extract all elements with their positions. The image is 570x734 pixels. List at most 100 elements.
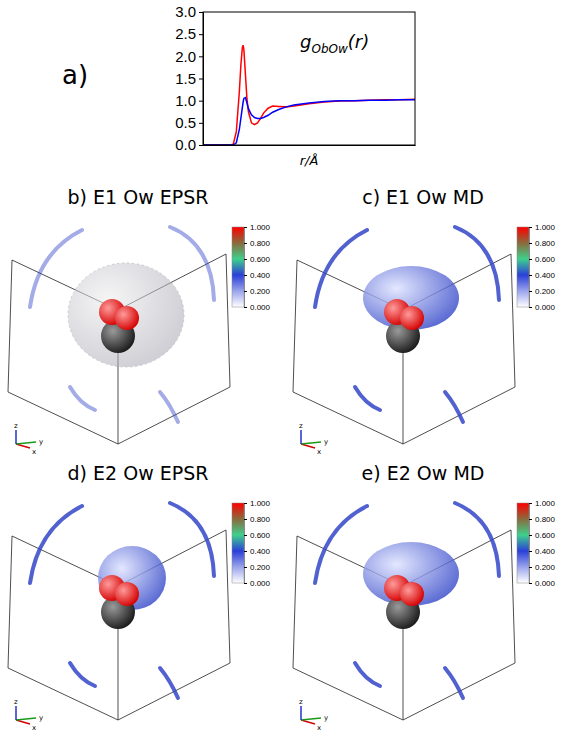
box-edge	[293, 668, 403, 720]
projection	[70, 663, 95, 686]
projection	[315, 230, 367, 307]
triad-label: y	[39, 714, 43, 722]
colorbar-tick-mark	[529, 535, 532, 536]
y-tick-mark	[199, 145, 203, 146]
colorbar-tick-label: 0.000	[250, 303, 271, 312]
y-tick-mark	[199, 56, 203, 57]
colorbar-tick-label: 0.800	[535, 515, 556, 524]
isosurface	[68, 263, 184, 367]
y-tick-label: 2.0	[175, 48, 196, 65]
colorbar-tick: 1.000	[529, 499, 556, 508]
colorbar-tick: 0.200	[244, 287, 271, 296]
box-edge	[403, 663, 515, 720]
panel-title: e) E2 Ow MD	[362, 462, 485, 484]
triad-axis	[15, 706, 17, 720]
colorbar-tick-label: 0.400	[250, 271, 271, 280]
projection	[160, 668, 178, 698]
box-edge	[8, 668, 118, 720]
triad-axis	[16, 444, 30, 448]
colorbar-tick-mark	[244, 275, 247, 276]
annotation-subscript: ObOw	[311, 42, 348, 56]
y-tick-mark	[199, 123, 203, 124]
colorbar-tick: 0.800	[244, 515, 271, 524]
triad-axis	[301, 720, 315, 724]
colorbar-tick-label: 1.000	[535, 223, 556, 232]
colorbar-tick: 0.800	[529, 515, 556, 524]
y-tick: 1.5	[175, 70, 203, 87]
y-tick-label: 1.0	[175, 92, 196, 109]
triad-axis	[300, 706, 302, 720]
y-tick: 2.5	[175, 25, 203, 42]
colorbar-tick: 0.400	[529, 271, 556, 280]
triad-axis	[301, 718, 321, 720]
panel-title: c) E1 Ow MD	[362, 186, 484, 208]
colorbar-tick-mark	[244, 583, 247, 584]
box-edge	[8, 260, 12, 392]
box-edge	[403, 387, 515, 444]
colorbar-tick-mark	[529, 503, 532, 504]
box-edge	[511, 530, 515, 663]
colorbar-tick-label: 0.200	[250, 563, 271, 572]
isosurface	[98, 546, 166, 610]
triad-axis	[15, 430, 17, 444]
colorbar-tick-mark	[529, 259, 532, 260]
panel-3: d) E2 Ow EPSR0.0000.2000.4000.6000.8001.…	[8, 462, 271, 732]
colorbar-tick-mark	[529, 275, 532, 276]
projection	[445, 668, 463, 698]
colorbar-tick-mark	[244, 291, 247, 292]
triad-axis	[301, 442, 321, 444]
projection	[355, 663, 380, 686]
colorbar-tick: 0.600	[244, 255, 271, 264]
projection	[170, 227, 214, 300]
y-tick-label: 3.0	[175, 3, 196, 20]
atom-oxygen	[400, 582, 424, 606]
y-tick-label: 2.5	[175, 25, 196, 42]
colorbar-tick-label: 0.600	[250, 531, 271, 540]
y-tick: 2.0	[175, 48, 203, 65]
colorbar-tick: 0.000	[529, 303, 556, 312]
colorbar-tick-mark	[529, 583, 532, 584]
colorbar-tick-label: 0.400	[250, 547, 271, 556]
triad-label: x	[32, 448, 36, 456]
colorbar-tick: 0.000	[529, 579, 556, 588]
colorbar-tick: 0.600	[244, 531, 271, 540]
triad-axis	[16, 720, 30, 724]
projection	[70, 387, 95, 410]
y-tick-label: 0.5	[175, 114, 196, 131]
y-tick-mark	[199, 34, 203, 35]
colorbar-tick-label: 0.000	[250, 579, 271, 588]
colorbar-tick: 0.800	[529, 239, 556, 248]
colorbar-tick-mark	[529, 567, 532, 568]
colorbar	[517, 227, 529, 307]
box-frame	[8, 530, 230, 720]
colorbar-tick: 1.000	[529, 223, 556, 232]
y-tick: 3.0	[175, 3, 203, 20]
colorbar-axis: 0.0000.2000.4000.6000.8001.000	[244, 223, 271, 312]
projection	[355, 387, 380, 410]
atom-oxygen	[115, 306, 139, 330]
colorbar-axis: 0.0000.2000.4000.6000.8001.000	[244, 499, 271, 588]
colorbar-axis-line	[245, 228, 248, 308]
y-tick: 0.0	[175, 136, 203, 153]
colorbar-axis-line	[530, 504, 533, 584]
projection	[170, 503, 214, 576]
colorbar-tick: 0.000	[244, 303, 271, 312]
y-tick-label: 0.0	[175, 136, 196, 153]
triad-axis	[300, 430, 302, 444]
triad-axis	[301, 444, 315, 448]
colorbar-tick-mark	[244, 551, 247, 552]
colorbar-tick: 0.800	[244, 239, 271, 248]
projection	[445, 392, 463, 422]
colorbar-tick-mark	[529, 243, 532, 244]
triad-axis	[16, 442, 36, 444]
colorbar-tick: 0.000	[244, 579, 271, 588]
colorbar-tick: 0.200	[529, 563, 556, 572]
colorbar-tick: 0.400	[244, 271, 271, 280]
colorbar-tick-label: 0.600	[535, 255, 556, 264]
plot-area	[203, 45, 415, 145]
panel-title: b) E1 Ow EPSR	[68, 186, 209, 208]
annotation-base: g	[300, 31, 311, 52]
colorbar-tick: 0.600	[529, 255, 556, 264]
colorbar-tick: 0.400	[529, 547, 556, 556]
triad-label: z	[14, 422, 18, 430]
